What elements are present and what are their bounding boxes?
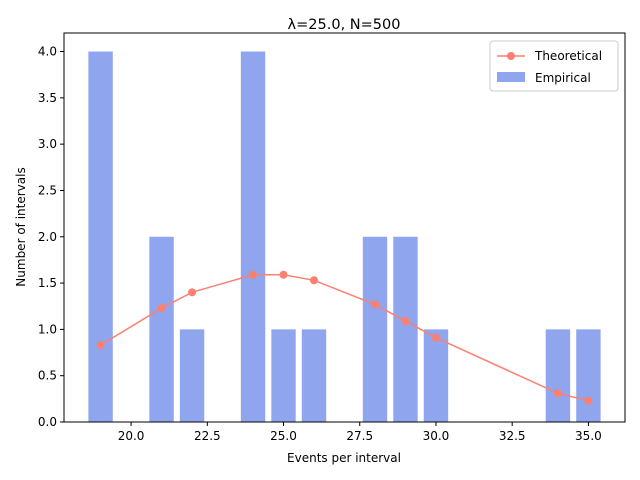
y-tick-label: 0.0: [38, 415, 57, 429]
y-tick-label: 4.0: [38, 45, 57, 59]
theoretical-point: [96, 341, 105, 350]
y-axis-ticks: 0.0 0.5 1.0 1.5 2.0 2.5 3.0 3.5 4.0: [38, 45, 64, 429]
legend-empirical-label: Empirical: [535, 71, 591, 85]
x-tick-label: 27.5: [346, 429, 373, 443]
theoretical-point: [431, 333, 440, 342]
theoretical-line-group: [96, 270, 593, 405]
theoretical-point: [584, 396, 593, 405]
legend: Theoretical Empirical: [489, 40, 619, 92]
empirical-bar: [423, 329, 449, 422]
y-tick-label: 0.5: [38, 369, 57, 383]
theoretical-point: [188, 288, 197, 297]
empirical-bar: [271, 329, 296, 422]
empirical-bar: [576, 329, 601, 422]
y-tick-label: 2.5: [38, 183, 57, 197]
empirical-bar: [362, 236, 388, 422]
y-tick-label: 1.0: [38, 322, 57, 336]
x-axis-ticks: 20.0 22.5 25.0 27.5 30.0 32.5 35.0: [118, 422, 602, 443]
x-tick-label: 20.0: [118, 429, 145, 443]
y-tick-label: 3.0: [38, 137, 57, 151]
y-tick-label: 2.0: [38, 230, 57, 244]
theoretical-point: [370, 300, 379, 309]
empirical-bar: [301, 329, 327, 422]
x-axis-label: Events per interval: [287, 451, 401, 465]
empirical-bar: [88, 51, 113, 423]
x-tick-label: 32.5: [499, 429, 526, 443]
empirical-bar: [149, 236, 174, 422]
legend-empirical-patch: [497, 72, 525, 82]
x-tick-label: 30.0: [423, 429, 450, 443]
legend-theoretical-marker: [507, 52, 515, 60]
legend-theoretical-label: Theoretical: [534, 49, 602, 63]
plot-frame: [63, 32, 626, 423]
y-tick-label: 3.5: [38, 91, 57, 105]
theoretical-point: [401, 317, 410, 326]
y-tick-label: 1.5: [38, 276, 57, 290]
y-axis-label: Number of intervals: [14, 167, 28, 286]
x-tick-label: 25.0: [270, 429, 297, 443]
theoretical-point: [279, 270, 288, 279]
empirical-bar: [240, 51, 266, 423]
theoretical-point: [157, 304, 166, 313]
theoretical-point: [310, 276, 319, 285]
chart-title: λ=25.0, N=500: [288, 17, 401, 33]
empirical-bar: [179, 329, 205, 422]
theoretical-point: [249, 270, 258, 279]
bars-group: [88, 51, 601, 423]
x-tick-label: 22.5: [194, 429, 221, 443]
empirical-bar: [393, 236, 418, 422]
x-tick-label: 35.0: [575, 429, 602, 443]
empirical-bar: [545, 329, 571, 422]
theoretical-point: [553, 389, 562, 398]
